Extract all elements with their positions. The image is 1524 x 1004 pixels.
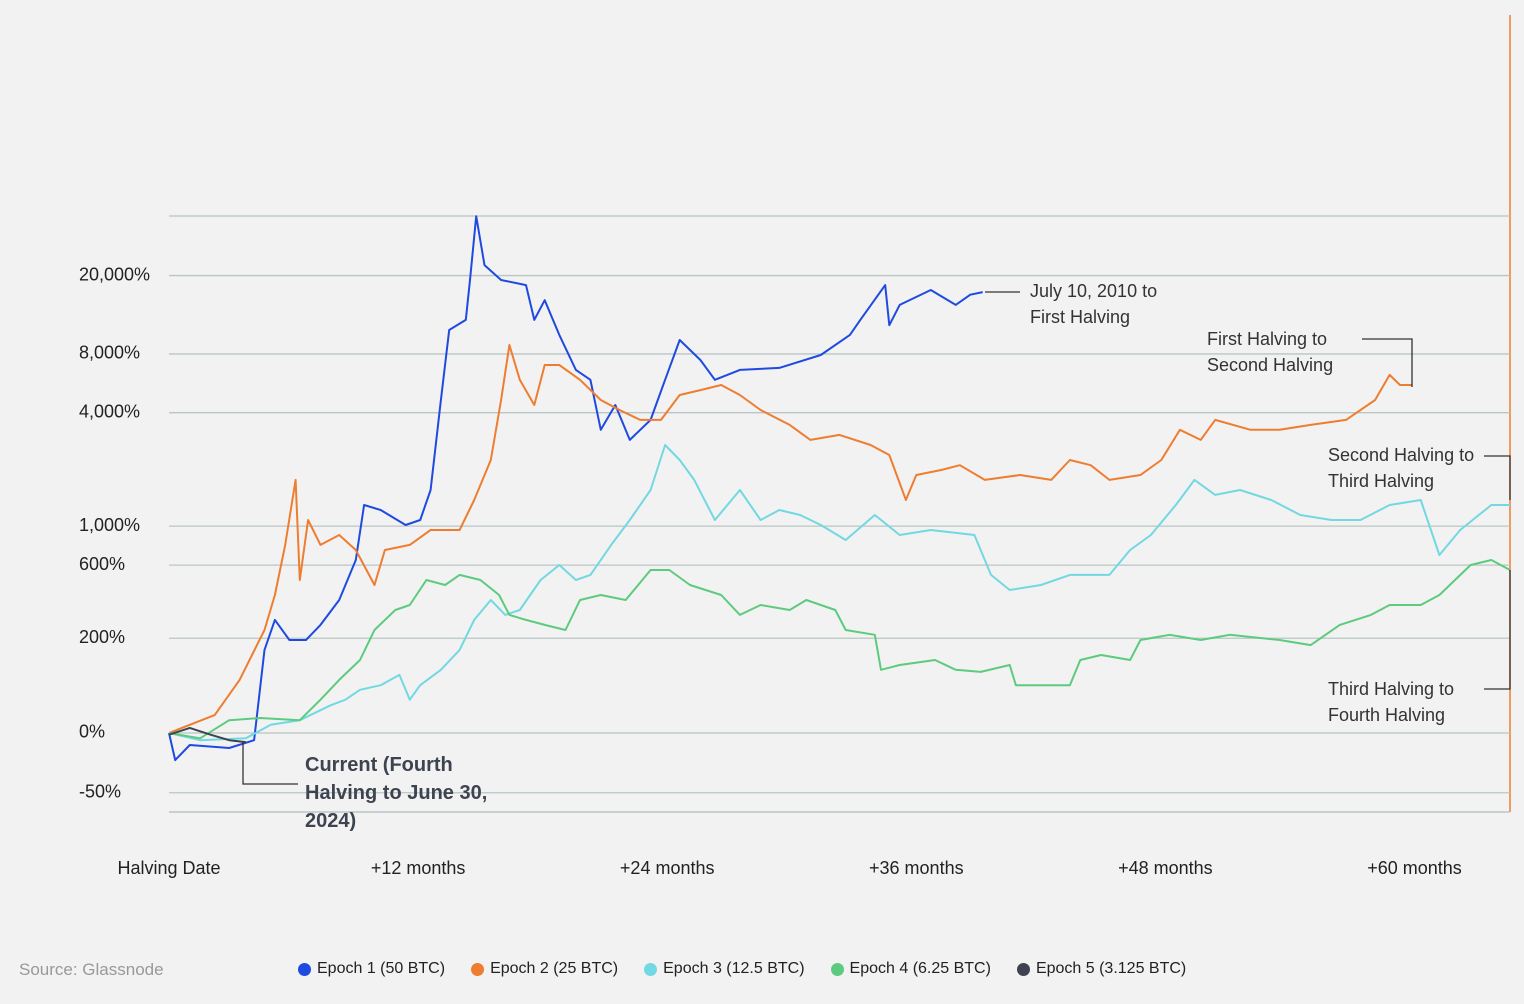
legend-label: Epoch 4 (6.25 BTC)	[849, 960, 991, 977]
legend-marker	[644, 962, 658, 976]
y-tick-label: 1,000%	[79, 515, 140, 535]
y-tick-label: 0%	[79, 722, 105, 742]
series-line	[168, 726, 246, 744]
y-tick-label: 20,000%	[79, 264, 150, 284]
x-tick-label: +60 months	[1367, 858, 1462, 878]
source: Source: Glassnode	[19, 960, 164, 979]
legend-item: Epoch 2 (25 BTC)	[471, 960, 618, 978]
annotation: Second Halving to Third Halving	[1328, 445, 1475, 491]
legend-label: Epoch 5 (3.125 BTC)	[1035, 960, 1187, 977]
annotation: First Halving to Second Halving	[1207, 329, 1334, 375]
legend-item: Epoch 5 (3.125 BTC)	[1016, 960, 1187, 978]
annotation: Third Halving to Fourth Halving	[1328, 679, 1455, 725]
leader	[1362, 338, 1413, 387]
series-line	[168, 559, 1511, 740]
y-tick-label: 600%	[79, 554, 125, 574]
x-tick-label: +36 months	[869, 858, 964, 878]
legend-label: Epoch 2 (25 BTC)	[490, 960, 619, 977]
y-tick-label: 8,000%	[79, 343, 140, 363]
annotation: Current (Fourth Halving to June 30, 2024…	[305, 754, 488, 832]
legend-item: Epoch 4 (6.25 BTC)	[830, 960, 991, 978]
leader	[1484, 455, 1511, 500]
series-line	[168, 444, 1510, 742]
legend-marker	[298, 962, 311, 976]
y-tick-label: 200%	[79, 627, 125, 647]
x-tick-label: +24 months	[620, 858, 715, 878]
series-line	[168, 344, 1413, 734]
x-tick-label: +12 months	[371, 858, 466, 878]
legend-item: Epoch 3 (12.5 BTC)	[644, 960, 805, 978]
y-tick-label: 4,000%	[79, 401, 140, 421]
legend-item: Epoch 1 (50 BTC)	[298, 960, 445, 978]
leader	[242, 742, 298, 785]
legend-label: Epoch 3 (12.5 BTC)	[663, 960, 805, 977]
x-tick-label: +48 months	[1118, 858, 1213, 878]
series-line	[168, 215, 983, 762]
legend: Epoch 1 (50 BTC) Epoch 2 (25 BTC) Epoch 3 …	[298, 960, 1212, 978]
legend-marker	[830, 962, 844, 976]
legend-marker	[471, 962, 485, 976]
annotation: July 10, 2010 to First Halving	[1030, 281, 1158, 327]
legend-label: Epoch 1 (50 BTC)	[317, 960, 446, 977]
x-tick-label: Halving Date	[117, 858, 220, 878]
leaders	[242, 291, 1511, 785]
legend-marker	[1016, 962, 1030, 976]
y-tick-label: -50%	[79, 782, 121, 802]
leader	[1484, 570, 1511, 690]
